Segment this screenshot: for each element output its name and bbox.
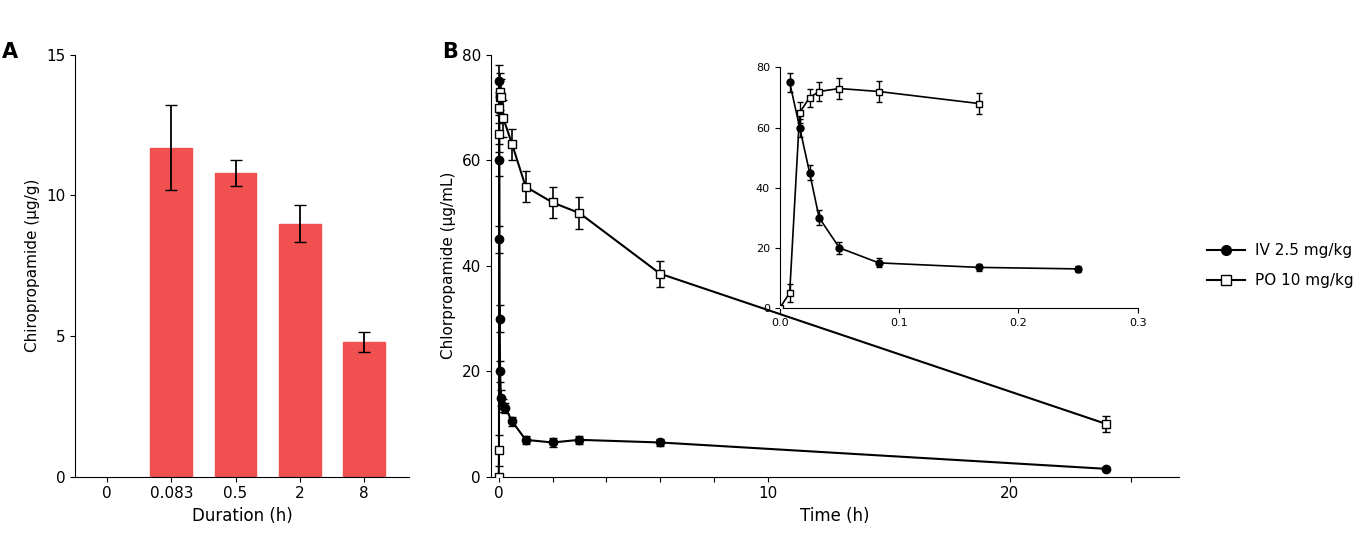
Bar	[214, 173, 256, 477]
Bar	[343, 342, 384, 477]
X-axis label: Time (h): Time (h)	[800, 507, 870, 525]
Y-axis label: Chlorpropamide (μg/mL): Chlorpropamide (μg/mL)	[442, 172, 457, 359]
X-axis label: Duration (h): Duration (h)	[192, 507, 292, 525]
Text: B: B	[443, 42, 458, 62]
Text: A: A	[1, 42, 18, 62]
Legend: IV 2.5 mg/kg, PO 10 mg/kg: IV 2.5 mg/kg, PO 10 mg/kg	[1201, 237, 1360, 294]
Bar	[279, 224, 320, 477]
Bar	[150, 147, 192, 477]
Y-axis label: Chiropropamide (μg/g): Chiropropamide (μg/g)	[26, 179, 41, 352]
